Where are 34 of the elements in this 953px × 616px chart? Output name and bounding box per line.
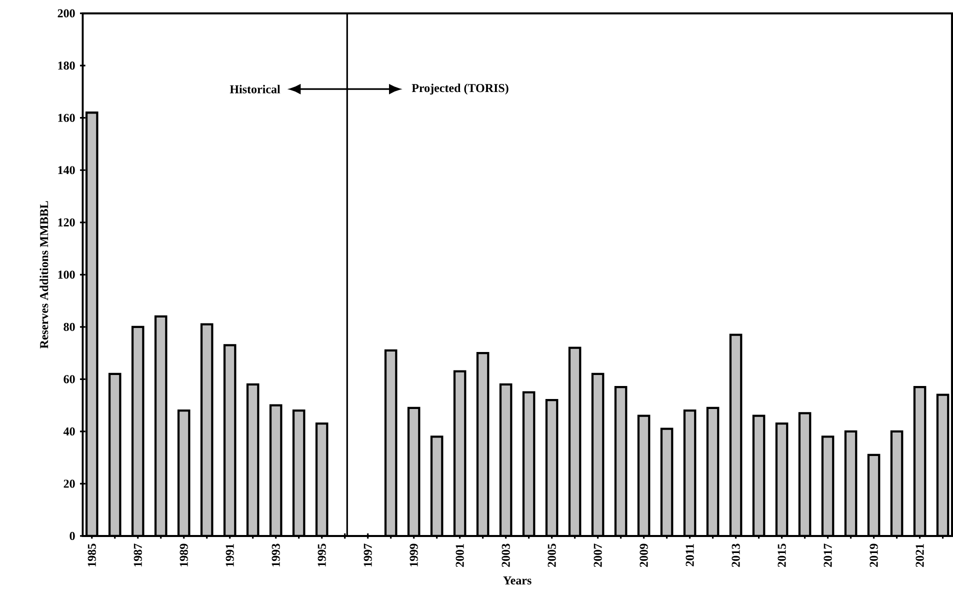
y-tick-label: 200 — [58, 9, 75, 18]
x-tick-label: 2011 — [686, 544, 694, 566]
x-tick-label: 2019 — [870, 544, 878, 567]
x-tick-label: 2003 — [502, 544, 510, 567]
x-tick-label: 1987 — [134, 544, 142, 566]
x-tick-label: 1997 — [364, 544, 372, 566]
x-tick-label: 2015 — [778, 544, 786, 567]
x-tick-label: 2017 — [824, 544, 832, 567]
y-tick-label: 180 — [58, 62, 75, 70]
x-tick-label: 1993 — [272, 544, 280, 566]
x-tick-label: 2021 — [916, 544, 924, 567]
y-tick-label: 40 — [63, 427, 75, 436]
x-tick-label: 1995 — [318, 544, 326, 566]
annotation: Historical — [230, 84, 280, 94]
x-axis-title: Years — [503, 576, 532, 584]
y-tick-label: 160 — [58, 114, 75, 122]
y-tick-label: 100 — [58, 270, 75, 279]
x-tick-label: 2001 — [456, 544, 464, 567]
annotation: Projected (TORIS) — [412, 84, 508, 95]
x-tick-label: 1999 — [410, 544, 418, 566]
x-tick-label: 2007 — [594, 544, 602, 567]
x-tick-label: 1989 — [180, 544, 188, 566]
y-tick-label: 20 — [64, 480, 75, 488]
y-tick-label: 60 — [64, 375, 75, 384]
x-tick-label: 2005 — [548, 544, 556, 567]
y-axis-title: Reserves Additions MMBBL — [40, 201, 48, 348]
x-tick-label: 1985 — [88, 544, 96, 566]
y-tick-label: 80 — [64, 322, 75, 331]
x-tick-label: 1991 — [226, 544, 234, 566]
y-tick-label: 140 — [58, 166, 75, 174]
y-tick-label: 120 — [58, 218, 75, 226]
x-tick-label: 2009 — [640, 544, 648, 567]
y-tick-label: 0 — [70, 532, 75, 540]
x-tick-label: 2013 — [732, 544, 740, 567]
